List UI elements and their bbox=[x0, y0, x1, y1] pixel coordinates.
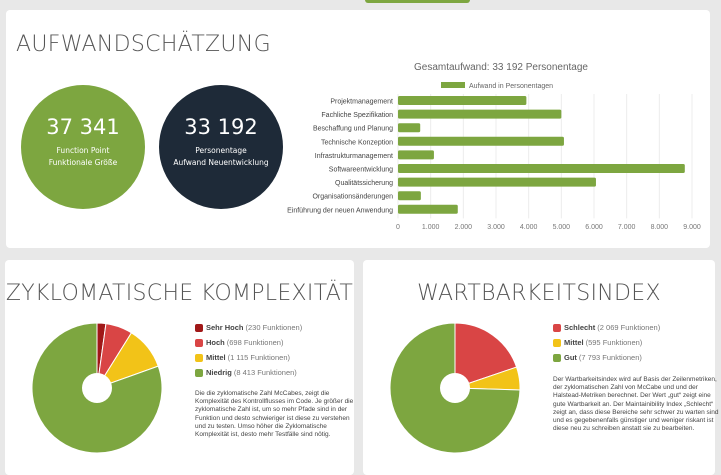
legend-label: Mittel bbox=[564, 338, 584, 347]
legend-label: Hoch bbox=[206, 338, 225, 347]
legend-item: Gut (7 793 Funktionen) bbox=[553, 350, 660, 365]
legend-swatch bbox=[553, 338, 561, 347]
complexity-legend: Sehr Hoch (230 Funktionen) Hoch (698 Funkti… bbox=[195, 320, 302, 380]
x-tick-label: 9.000 bbox=[683, 224, 701, 231]
legend-count: (8 413 Funktionen) bbox=[233, 368, 297, 377]
x-tick-label: 6.000 bbox=[585, 224, 603, 231]
maintainability-card: WARTBARKEITSINDEX Schlecht (2 069 Funktio… bbox=[363, 260, 718, 475]
y-category-label: Softwareentwicklung bbox=[329, 167, 393, 174]
legend-count: (2 069 Funktionen) bbox=[597, 323, 661, 332]
legend-label: Schlecht bbox=[564, 323, 596, 332]
legend-item: Mittel (1 115 Funktionen) bbox=[195, 350, 302, 365]
legend-swatch bbox=[195, 353, 203, 362]
legend-count: (7 793 Funktionen) bbox=[578, 353, 642, 362]
x-tick-label: 8.000 bbox=[651, 224, 669, 231]
x-tick-label: 4.000 bbox=[520, 224, 538, 231]
y-category-label: Projektmanagement bbox=[330, 99, 393, 106]
y-category-label: Technische Konzeption bbox=[321, 139, 393, 146]
maintainability-description: Der Wartbarkeitsindex wird auf Basis der… bbox=[553, 376, 719, 433]
bar bbox=[398, 136, 564, 146]
legend-label: Sehr Hoch bbox=[206, 323, 244, 332]
bar-chart-title: Gesamtaufwand: 33 192 Personentage bbox=[413, 62, 588, 73]
kpi-function-points: 37 341 Function Point Funktionale Größe bbox=[21, 85, 145, 209]
legend-item: Schlecht (2 069 Funktionen) bbox=[553, 320, 660, 335]
legend-count: (595 Funktionen) bbox=[585, 338, 643, 347]
complexity-card: ZYKLOMATISCHE KOMPLEXITÄT Sehr Hoch (230 … bbox=[5, 260, 354, 475]
pie-hole bbox=[82, 373, 112, 403]
legend-swatch bbox=[441, 82, 465, 88]
y-category-label: Fachliche Spezifikation bbox=[321, 112, 393, 119]
complexity-pie bbox=[31, 322, 163, 454]
x-tick-label: 2.000 bbox=[455, 224, 473, 231]
complexity-title: ZYKLOMATISCHE KOMPLEXITÄT bbox=[5, 281, 354, 306]
effort-card: AUFWANDSCHÄTZUNG 37 341 Function Point Fu… bbox=[6, 10, 710, 248]
legend-label: Aufwand in Personentagen bbox=[469, 83, 553, 90]
legend-swatch bbox=[553, 353, 561, 362]
kpi-sublabel: Funktionale Größe bbox=[48, 158, 118, 167]
effort-title: AUFWANDSCHÄTZUNG bbox=[16, 32, 271, 57]
bar bbox=[398, 109, 562, 119]
legend-swatch bbox=[195, 368, 203, 377]
bar bbox=[398, 177, 596, 187]
pie-slice bbox=[454, 322, 518, 389]
y-category-label: Qualitätssicherung bbox=[335, 180, 393, 187]
x-tick-label: 7.000 bbox=[618, 224, 636, 231]
kpi-value: 33 192 bbox=[184, 115, 258, 139]
maintainability-pie bbox=[389, 322, 521, 454]
complexity-description: Die die zyklomatische Zahl McCabes, zeig… bbox=[195, 390, 354, 439]
bar-chart: Aufwand in Personentagen 0 1.000 2.000 3.000… bbox=[287, 82, 701, 231]
legend-swatch bbox=[553, 323, 561, 332]
pie-slice bbox=[389, 322, 521, 454]
bar bbox=[398, 191, 421, 201]
y-category-label: Beschaffung und Planung bbox=[313, 126, 393, 133]
pie-hole bbox=[440, 373, 470, 403]
legend-label: Niedrig bbox=[206, 368, 232, 377]
y-category-label: Organisationsänderungen bbox=[312, 194, 393, 201]
x-tick-label: 3.000 bbox=[487, 224, 505, 231]
legend-item: Niedrig (8 413 Funktionen) bbox=[195, 365, 302, 380]
legend-item: Hoch (698 Funktionen) bbox=[195, 335, 302, 350]
legend-swatch bbox=[195, 338, 203, 347]
x-tick-label: 5.000 bbox=[553, 224, 571, 231]
kpi-label: Function Point bbox=[56, 146, 110, 155]
bar bbox=[398, 123, 421, 133]
legend-count: (698 Funktionen) bbox=[226, 338, 284, 347]
kpi-person-days: 33 192 Personentage Aufwand Neuentwicklun… bbox=[159, 85, 283, 209]
legend-label: Mittel bbox=[206, 353, 226, 362]
kpi-label: Personentage bbox=[195, 146, 247, 155]
x-tick-label: 0 bbox=[396, 224, 400, 231]
x-tick-label: 1.000 bbox=[422, 224, 440, 231]
y-category-label: Infrastrukturmanagement bbox=[315, 153, 393, 160]
legend-count: (1 115 Funktionen) bbox=[227, 353, 290, 362]
legend-label: Gut bbox=[564, 353, 577, 362]
legend-item: Sehr Hoch (230 Funktionen) bbox=[195, 320, 302, 335]
bar bbox=[398, 150, 434, 160]
kpi-sublabel: Aufwand Neuentwicklung bbox=[173, 158, 269, 167]
legend-swatch bbox=[195, 323, 203, 332]
bar bbox=[398, 204, 458, 214]
maintainability-legend: Schlecht (2 069 Funktionen) Mittel (595 Fun… bbox=[553, 320, 660, 365]
top-tab-indicator bbox=[365, 0, 470, 3]
bar bbox=[398, 164, 685, 173]
kpi-value: 37 341 bbox=[46, 115, 120, 139]
y-category-label: Einführung der neuen Anwendung bbox=[287, 207, 393, 214]
bar bbox=[398, 96, 527, 105]
maintainability-title: WARTBARKEITSINDEX bbox=[417, 281, 661, 306]
legend-count: (230 Funktionen) bbox=[245, 323, 303, 332]
legend-item: Mittel (595 Funktionen) bbox=[553, 335, 660, 350]
